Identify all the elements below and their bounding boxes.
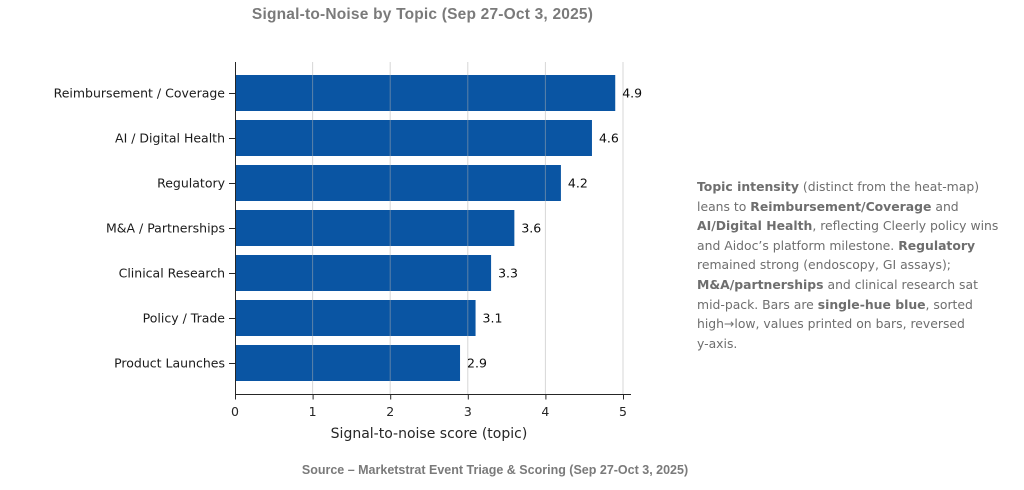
bar: [235, 165, 561, 201]
annotation-line: and Aidoc’s platform milestone. Regulato…: [697, 236, 1024, 256]
bar-value-label: 2.9: [467, 356, 487, 371]
annotation-text-segment: y-axis.: [697, 335, 738, 351]
category-label: M&A / Partnerships: [106, 221, 225, 236]
chart-title: Signal-to-Noise by Topic (Sep 27-Oct 3, …: [251, 6, 594, 23]
bar-value-label: 3.3: [498, 266, 518, 281]
bar: [235, 345, 461, 381]
bar-value-label: 3.1: [483, 311, 503, 326]
x-axis-label: Signal-to-noise score (topic): [331, 426, 528, 442]
x-tick-label: 1: [309, 404, 317, 419]
x-tick-label: 5: [619, 404, 627, 419]
annotation-text-segment: leans to: [697, 198, 751, 214]
annotation-line: M&A/partnerships and clinical research s…: [697, 275, 1024, 295]
annotation-bold-phrase: Topic intensity: [697, 179, 799, 194]
annotation-line: leans to Reimbursement/Coverage and: [697, 197, 1024, 217]
bar: [235, 255, 492, 291]
bar: [235, 120, 592, 156]
category-label: Product Launches: [114, 356, 225, 371]
annotation-line: Topic intensity (distinct from the heat-…: [697, 177, 1024, 197]
annotation-bold-phrase: AI/Digital Health: [697, 218, 813, 234]
annotation-bold-phrase: single-hue blue: [817, 296, 926, 312]
annotation-text-segment: , reflecting Cleerly policy wins: [812, 218, 999, 234]
annotation-bold-phrase: Reimbursement/Coverage: [750, 198, 932, 214]
category-label: Policy / Trade: [143, 311, 226, 326]
annotation-line: high→low, values printed on bars, revers…: [697, 314, 1024, 334]
annotation-text-segment: , sorted: [925, 296, 973, 312]
bar: [235, 300, 476, 336]
annotation-line: mid-pack. Bars are single-hue blue, sort…: [697, 295, 1024, 315]
bar: [235, 210, 515, 246]
annotation-text-segment: and: [931, 198, 959, 214]
annotation-text-segment: high→low, values printed on bars, revers…: [697, 316, 965, 332]
annotation-text-segment: mid-pack. Bars are: [697, 296, 818, 312]
annotation-bold-phrase: M&A/partnerships: [697, 276, 824, 292]
x-tick-label: 2: [386, 404, 394, 419]
annotation-line: y-axis.: [697, 334, 1024, 354]
x-tick-label: 3: [464, 404, 472, 419]
annotation-text-segment: remained strong (endoscopy, GI assays);: [697, 257, 951, 273]
annotation-text-segment: and clinical research sat: [823, 276, 978, 292]
annotation-bold-phrase: Regulatory: [898, 237, 976, 253]
category-label: AI / Digital Health: [115, 131, 225, 146]
annotation-line: AI/Digital Health, reflecting Cleerly po…: [697, 216, 1024, 236]
bar-chart: Reimbursement / Coverage 4.9 AI / Digital …: [54, 62, 642, 442]
bar-value-label: 3.6: [521, 221, 541, 236]
category-label: Reimbursement / Coverage: [54, 86, 226, 101]
annotation-text: Topic intensity (distinct from the heat-…: [697, 177, 1024, 353]
annotation-text-segment: (distinct from the heat-map): [798, 179, 980, 194]
source-caption: Source – Marketstrat Event Triage & Scor…: [301, 463, 689, 477]
x-tick-label: 4: [541, 404, 549, 419]
bar-value-label: 4.9: [622, 86, 642, 101]
bar: [235, 75, 616, 111]
bar-value-label: 4.6: [599, 131, 619, 146]
category-label: Clinical Research: [119, 266, 225, 281]
category-label: Regulatory: [157, 176, 225, 191]
annotation-line: remained strong (endoscopy, GI assays);: [697, 255, 1024, 275]
bar-value-label: 4.2: [568, 176, 588, 191]
x-tick-label: 0: [231, 404, 239, 419]
annotation-text-segment: and Aidoc’s platform milestone.: [697, 237, 899, 253]
